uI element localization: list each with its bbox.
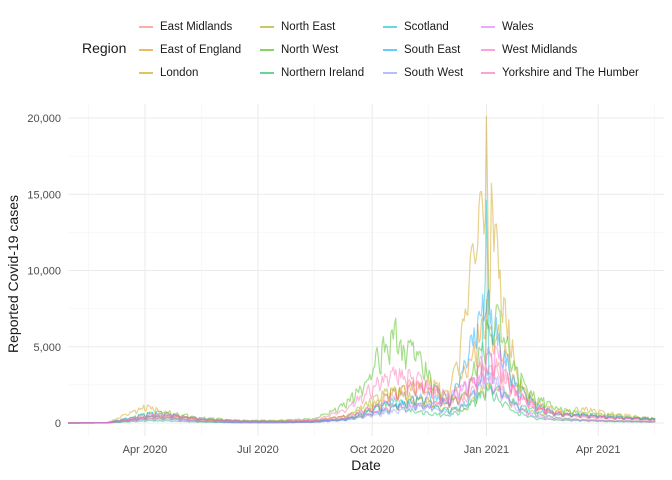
legend-item: Wales bbox=[481, 18, 534, 36]
legend-item: Scotland bbox=[383, 18, 449, 36]
legend-label: East of England bbox=[160, 44, 242, 56]
legend-item: West Midlands bbox=[481, 41, 577, 59]
series-line bbox=[68, 364, 656, 424]
legend-label: North West bbox=[281, 44, 339, 56]
legend-title: Region bbox=[82, 40, 127, 56]
legend-key-swatch bbox=[139, 49, 153, 51]
legend-label: Scotland bbox=[404, 21, 449, 33]
series-line bbox=[68, 289, 656, 424]
y-tick-label: 20,000 bbox=[27, 113, 61, 125]
legend-item: Yorkshire and The Humber bbox=[481, 64, 639, 82]
series-line bbox=[68, 367, 656, 424]
grid-lines bbox=[68, 104, 664, 436]
legend-key-swatch bbox=[260, 26, 274, 28]
legend-key-swatch bbox=[481, 26, 495, 28]
legend-label: South East bbox=[404, 44, 461, 56]
x-tick-label: Oct 2020 bbox=[350, 444, 395, 456]
y-tick-label: 15,000 bbox=[27, 189, 61, 201]
legend-key-swatch bbox=[260, 49, 274, 51]
y-tick-label: 5,000 bbox=[33, 342, 61, 354]
legend-item: South East bbox=[383, 41, 460, 59]
series-line bbox=[68, 385, 656, 424]
legend-label: North East bbox=[281, 21, 336, 33]
legend-label: London bbox=[160, 67, 199, 79]
legend-key-swatch bbox=[139, 72, 153, 74]
legend-item: South West bbox=[383, 64, 463, 82]
series-line bbox=[68, 345, 656, 424]
legend-key-swatch bbox=[383, 72, 397, 74]
legend-key-swatch bbox=[481, 72, 495, 74]
series-line bbox=[68, 374, 656, 424]
legend-label: Northern Ireland bbox=[281, 67, 365, 79]
legend-label: East Midlands bbox=[160, 21, 233, 33]
legend-item: North West bbox=[260, 41, 338, 59]
legend-item: London bbox=[139, 64, 198, 82]
y-tick-label: 0 bbox=[55, 418, 61, 430]
series-line bbox=[68, 382, 656, 424]
legend-item: East Midlands bbox=[139, 18, 232, 36]
legend-key-swatch bbox=[260, 72, 274, 74]
y-axis-label: Reported Covid-19 cases bbox=[5, 195, 21, 353]
x-tick-label: Jan 2021 bbox=[464, 444, 509, 456]
legend-key-swatch bbox=[383, 49, 397, 51]
y-tick-label: 10,000 bbox=[27, 266, 61, 278]
legend-label: Yorkshire and The Humber bbox=[502, 67, 639, 79]
x-tick-label: Apr 2021 bbox=[576, 444, 621, 456]
legend-item: Northern Ireland bbox=[260, 64, 364, 82]
legend-key-swatch bbox=[383, 26, 397, 28]
series-line bbox=[68, 199, 656, 424]
series-line bbox=[68, 350, 656, 424]
chart-legend: Region East Midlands East of England Londo… bbox=[0, 0, 672, 100]
legend-label: South West bbox=[404, 67, 464, 79]
series-line bbox=[68, 304, 656, 424]
legend-label: West Midlands bbox=[502, 44, 578, 56]
series-line bbox=[68, 115, 656, 424]
legend-item: East of England bbox=[139, 41, 241, 59]
legend-key-swatch bbox=[139, 26, 153, 28]
series-line bbox=[68, 298, 656, 424]
x-axis-ticks: Apr 2020 Jul 2020 Oct 2020 Jan 2021 Apr 2021 bbox=[123, 444, 621, 456]
legend-key-swatch bbox=[481, 49, 495, 51]
legend-label: Wales bbox=[502, 21, 534, 33]
y-axis-ticks: 0 5,000 10,000 15,000 20,000 bbox=[27, 113, 61, 430]
x-tick-label: Apr 2020 bbox=[123, 444, 168, 456]
legend-item: North East bbox=[260, 18, 335, 36]
x-axis-label: Date bbox=[351, 457, 381, 473]
series-lines bbox=[68, 115, 656, 424]
x-tick-label: Jul 2020 bbox=[237, 444, 279, 456]
